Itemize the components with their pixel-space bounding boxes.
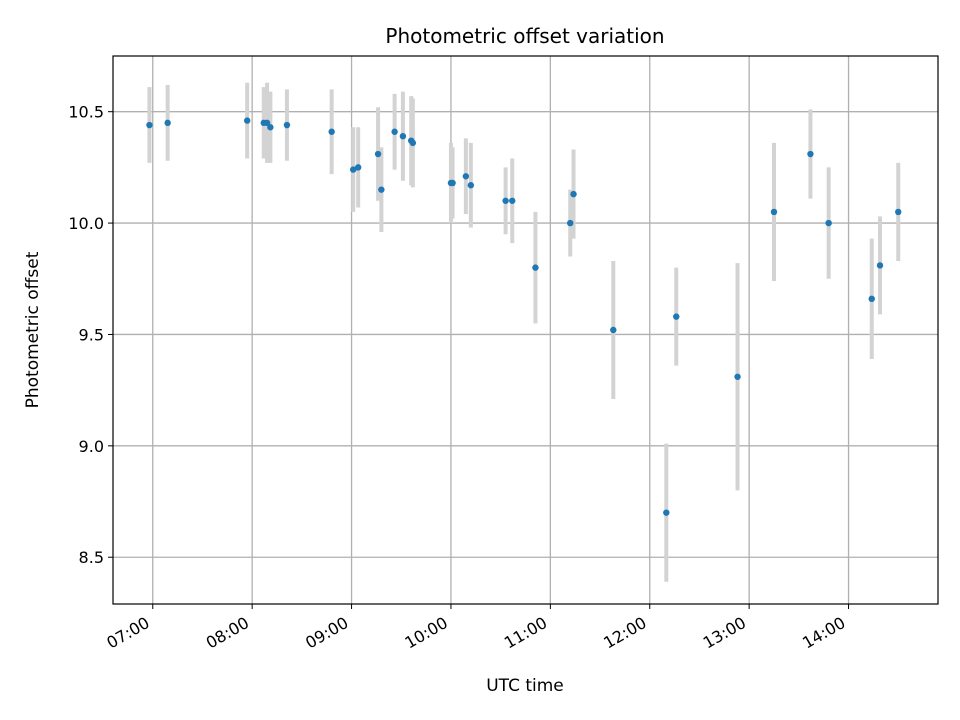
- x-axis-label: UTC time: [486, 676, 564, 696]
- data-point: [409, 139, 417, 147]
- data-point: [868, 295, 875, 303]
- data-point: [164, 119, 171, 127]
- data-points: [146, 117, 902, 516]
- data-point: [391, 128, 398, 135]
- data-point: [467, 182, 475, 189]
- data-point: [283, 121, 291, 129]
- data-point: [610, 326, 617, 334]
- plot-frame: [112, 55, 939, 605]
- data-point: [509, 197, 516, 204]
- data-point: [807, 150, 814, 158]
- data-point: [263, 119, 271, 127]
- data-point: [663, 509, 670, 516]
- data-point: [825, 219, 832, 227]
- data-point: [570, 190, 577, 198]
- data-point: [532, 264, 539, 271]
- y-tick-label: 10.0: [68, 214, 104, 233]
- data-point: [502, 197, 509, 204]
- data-point: [462, 173, 470, 180]
- y-axis-label: Photometric offset: [23, 251, 43, 408]
- data-point: [146, 121, 153, 129]
- y-tick-label: 8.5: [79, 548, 104, 567]
- y-tick-label: 9.0: [79, 437, 104, 456]
- data-point: [354, 164, 362, 171]
- data-point: [350, 166, 357, 173]
- chart-title: Photometric offset variation: [385, 24, 664, 48]
- data-point: [374, 150, 382, 158]
- y-tick-label: 9.5: [79, 325, 104, 344]
- data-point: [399, 132, 407, 140]
- data-point: [267, 124, 274, 131]
- data-point: [378, 186, 385, 193]
- y-axis-ticks: 8.5 9.0 9.5 10.0 10.5: [68, 103, 113, 567]
- data-point: [734, 373, 741, 380]
- y-tick-label: 10.5: [68, 103, 104, 122]
- grid: [113, 56, 938, 604]
- data-point: [895, 208, 902, 216]
- data-point: [770, 208, 778, 216]
- data-point: [876, 262, 884, 269]
- data-point: [673, 313, 680, 320]
- data-point: [328, 128, 335, 135]
- data-point: [567, 219, 574, 227]
- data-point: [243, 117, 251, 124]
- data-point: [449, 179, 456, 187]
